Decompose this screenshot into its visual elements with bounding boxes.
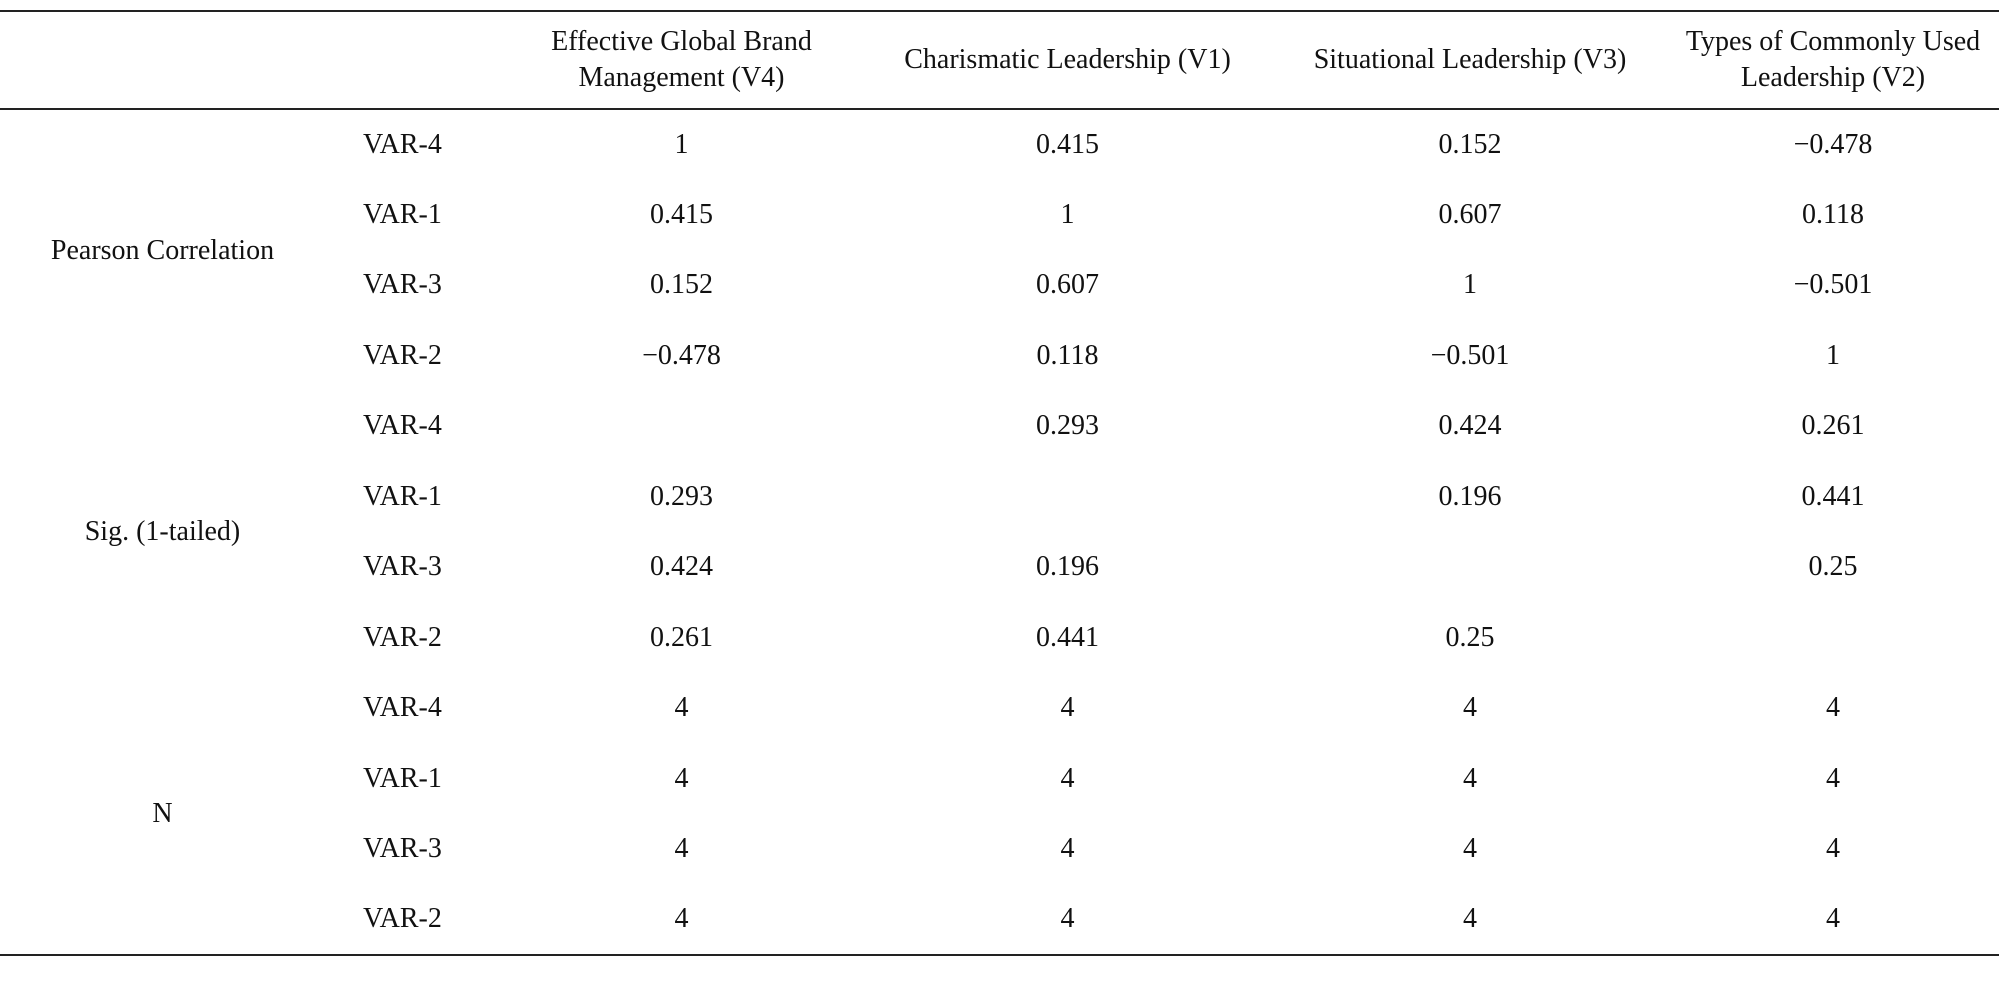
cell: 0.415 <box>650 198 713 230</box>
cell: 1 <box>1463 269 1477 301</box>
cell: 4 <box>1060 903 1075 935</box>
empty-cell <box>862 462 1273 533</box>
cell: 0.118 <box>1802 198 1864 230</box>
cell: 4 <box>1060 692 1075 724</box>
table-row: VAR-3 4 4 4 4 <box>0 814 1999 885</box>
row-label: VAR-4 <box>363 128 442 160</box>
header-row: Effective Global Brand Management (V4) C… <box>0 11 1999 109</box>
cell: 0.607 <box>1036 269 1099 301</box>
table-row: VAR-1 0.415 1 0.607 0.118 <box>0 180 1999 251</box>
row-label: VAR-1 <box>363 762 442 794</box>
cell: 0.293 <box>650 480 713 512</box>
column-header: Charismatic Leadership (V1) <box>904 44 1231 75</box>
table-row: N VAR-4 4 4 4 4 <box>0 673 1999 828</box>
row-label: VAR-2 <box>363 339 442 371</box>
cell: 4 <box>1060 762 1075 794</box>
cell: 1 <box>1060 198 1075 230</box>
row-label: VAR-3 <box>363 269 442 301</box>
page: Effective Global Brand Management (V4) C… <box>0 10 1999 981</box>
row-label: VAR-4 <box>363 692 442 724</box>
row-label: VAR-4 <box>363 410 442 442</box>
cell: 4 <box>674 903 689 935</box>
empty-cell <box>501 391 862 462</box>
empty-header <box>325 11 501 109</box>
cell: 4 <box>1826 903 1840 935</box>
row-label: VAR-1 <box>363 480 442 512</box>
cell: 0.261 <box>1801 410 1865 442</box>
table-body: Pearson Correlation VAR-4 1 0.415 0.152 −0.47… <box>0 109 1999 955</box>
group-label: Sig. (1-tailed) <box>84 516 241 547</box>
cell: −0.501 <box>1430 339 1510 371</box>
table-row: VAR-3 0.424 0.196 0.25 <box>0 532 1999 603</box>
row-label: VAR-3 <box>363 833 442 865</box>
cell: 4 <box>1463 903 1477 935</box>
table-row: VAR-1 0.293 0.196 0.441 <box>0 462 1999 533</box>
cell: 0.25 <box>1445 621 1495 653</box>
cell: 0.152 <box>1438 128 1502 160</box>
table-header: Effective Global Brand Management (V4) C… <box>0 11 1999 109</box>
cell: 0.261 <box>650 621 713 653</box>
empty-cell <box>1667 603 1999 674</box>
empty-cell <box>1273 532 1667 603</box>
table-row: VAR-2 −0.478 0.118 −0.501 1 <box>0 321 1999 392</box>
table-row: Sig. (1-tailed) VAR-4 0.293 0.424 0.261 <box>0 391 1999 547</box>
cell: 4 <box>674 833 689 865</box>
table-row: VAR-3 0.152 0.607 1 −0.501 <box>0 250 1999 321</box>
table-row: VAR-1 4 4 4 4 <box>0 744 1999 815</box>
correlation-table: Effective Global Brand Management (V4) C… <box>0 10 1999 956</box>
cell: 0.607 <box>1438 198 1502 230</box>
cell: 1 <box>674 128 689 160</box>
cell: 4 <box>1060 833 1075 865</box>
cell: −0.501 <box>1793 269 1873 301</box>
row-label: VAR-3 <box>363 551 442 583</box>
cell: 4 <box>1463 692 1477 724</box>
cell: 0.196 <box>1036 551 1099 583</box>
cell: 4 <box>1826 692 1840 724</box>
table-row: Pearson Correlation VAR-4 1 0.415 0.152 −0.47… <box>0 109 1999 266</box>
cell: 4 <box>674 762 689 794</box>
cell: −0.478 <box>642 339 721 371</box>
table-row: VAR-2 0.261 0.441 0.25 <box>0 603 1999 674</box>
cell: 4 <box>674 692 689 724</box>
cell: 4 <box>1463 833 1477 865</box>
cell: 1 <box>1826 339 1840 371</box>
column-header: Effective Global Brand Management (V4) <box>551 26 812 93</box>
cell: 0.152 <box>650 269 713 301</box>
cell: 0.441 <box>1801 480 1865 512</box>
group-label: N <box>152 797 173 829</box>
column-header: Types of Commonly Used Leadership (V2) <box>1685 26 1981 93</box>
cell: 0.118 <box>1036 339 1099 371</box>
cell: 4 <box>1826 833 1840 865</box>
cell: 0.25 <box>1808 551 1858 583</box>
row-label: VAR-2 <box>363 621 442 653</box>
group-label: Pearson Correlation <box>50 234 275 266</box>
table-row: VAR-2 4 4 4 4 <box>0 885 1999 955</box>
cell: 0.293 <box>1036 410 1099 442</box>
cell: 4 <box>1463 762 1477 794</box>
empty-header <box>0 11 325 109</box>
row-label: VAR-2 <box>363 903 442 935</box>
cell: 0.196 <box>1438 480 1502 512</box>
cell: 0.441 <box>1036 621 1099 653</box>
cell: 0.424 <box>1438 410 1502 442</box>
cell: 4 <box>1826 762 1840 794</box>
cell: 0.424 <box>650 551 713 583</box>
cell: −0.478 <box>1793 128 1873 160</box>
column-header: Situational Leadership (V3) <box>1313 44 1627 75</box>
row-label: VAR-1 <box>363 198 442 230</box>
cell: 0.415 <box>1036 128 1099 160</box>
